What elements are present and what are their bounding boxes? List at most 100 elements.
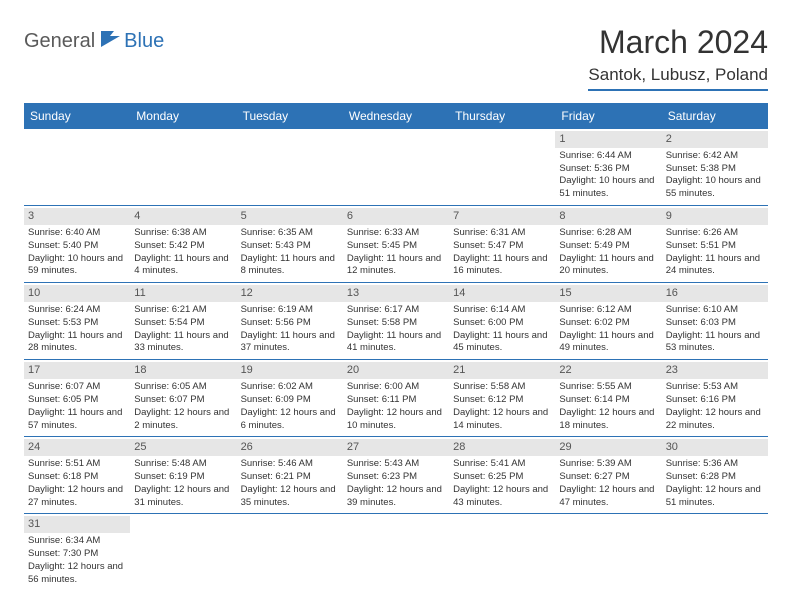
sunset-text: Sunset: 6:14 PM [559,394,657,407]
sunset-text: Sunset: 6:21 PM [241,471,339,484]
sunrise-text: Sunrise: 6:33 AM [347,227,445,240]
sunset-text: Sunset: 6:11 PM [347,394,445,407]
day-number: 31 [24,516,130,533]
sunrise-text: Sunrise: 6:31 AM [453,227,551,240]
daylight-text: Daylight: 12 hours and 43 minutes. [453,484,551,510]
calendar-day-cell: 25Sunrise: 5:48 AMSunset: 6:19 PMDayligh… [130,437,236,514]
calendar-week-row: 10Sunrise: 6:24 AMSunset: 5:53 PMDayligh… [24,283,768,360]
daylight-text: Daylight: 12 hours and 47 minutes. [559,484,657,510]
calendar-day-cell: 19Sunrise: 6:02 AMSunset: 6:09 PMDayligh… [237,360,343,437]
daylight-text: Daylight: 11 hours and 53 minutes. [666,330,764,356]
calendar-day-cell [130,514,236,591]
calendar-day-cell: 17Sunrise: 6:07 AMSunset: 6:05 PMDayligh… [24,360,130,437]
calendar-day-cell: 10Sunrise: 6:24 AMSunset: 5:53 PMDayligh… [24,283,130,360]
daylight-text: Daylight: 11 hours and 16 minutes. [453,253,551,279]
sunrise-text: Sunrise: 6:34 AM [28,535,126,548]
daylight-text: Daylight: 12 hours and 51 minutes. [666,484,764,510]
daylight-text: Daylight: 11 hours and 33 minutes. [134,330,232,356]
sunrise-text: Sunrise: 5:43 AM [347,458,445,471]
calendar-day-cell: 16Sunrise: 6:10 AMSunset: 6:03 PMDayligh… [662,283,768,360]
calendar-day-cell: 14Sunrise: 6:14 AMSunset: 6:00 PMDayligh… [449,283,555,360]
daylight-text: Daylight: 11 hours and 41 minutes. [347,330,445,356]
daylight-text: Daylight: 11 hours and 37 minutes. [241,330,339,356]
day-number: 23 [662,362,768,379]
day-number: 2 [662,131,768,148]
weekday-header: Friday [555,103,661,129]
calendar-day-cell [130,129,236,206]
calendar-day-cell: 31Sunrise: 6:34 AMSunset: 7:30 PMDayligh… [24,514,130,591]
daylight-text: Daylight: 11 hours and 20 minutes. [559,253,657,279]
day-number: 24 [24,439,130,456]
day-number: 21 [449,362,555,379]
calendar-day-cell [237,129,343,206]
weekday-header: Wednesday [343,103,449,129]
day-number: 7 [449,208,555,225]
calendar-day-cell: 4Sunrise: 6:38 AMSunset: 5:42 PMDaylight… [130,206,236,283]
sunrise-text: Sunrise: 5:51 AM [28,458,126,471]
daylight-text: Daylight: 11 hours and 4 minutes. [134,253,232,279]
daylight-text: Daylight: 11 hours and 24 minutes. [666,253,764,279]
daylight-text: Daylight: 11 hours and 8 minutes. [241,253,339,279]
calendar-table: Sunday Monday Tuesday Wednesday Thursday… [24,103,768,591]
calendar-day-cell: 7Sunrise: 6:31 AMSunset: 5:47 PMDaylight… [449,206,555,283]
logo-flag-icon [100,30,122,53]
calendar-day-cell: 8Sunrise: 6:28 AMSunset: 5:49 PMDaylight… [555,206,661,283]
daylight-text: Daylight: 12 hours and 18 minutes. [559,407,657,433]
sunrise-text: Sunrise: 5:48 AM [134,458,232,471]
day-number: 10 [24,285,130,302]
calendar-day-cell [24,129,130,206]
calendar-day-cell [343,129,449,206]
calendar-day-cell: 22Sunrise: 5:55 AMSunset: 6:14 PMDayligh… [555,360,661,437]
day-number: 30 [662,439,768,456]
calendar-day-cell: 21Sunrise: 5:58 AMSunset: 6:12 PMDayligh… [449,360,555,437]
sunset-text: Sunset: 5:36 PM [559,163,657,176]
daylight-text: Daylight: 11 hours and 12 minutes. [347,253,445,279]
calendar-week-row: 24Sunrise: 5:51 AMSunset: 6:18 PMDayligh… [24,437,768,514]
sunrise-text: Sunrise: 6:17 AM [347,304,445,317]
sunset-text: Sunset: 5:51 PM [666,240,764,253]
sunrise-text: Sunrise: 5:41 AM [453,458,551,471]
calendar-day-cell [555,514,661,591]
sunrise-text: Sunrise: 6:12 AM [559,304,657,317]
daylight-text: Daylight: 10 hours and 51 minutes. [559,175,657,201]
sunset-text: Sunset: 6:09 PM [241,394,339,407]
calendar-page: General Blue March 2024 Santok, Lubusz, … [0,0,792,591]
sunset-text: Sunset: 6:18 PM [28,471,126,484]
day-number: 4 [130,208,236,225]
daylight-text: Daylight: 12 hours and 35 minutes. [241,484,339,510]
sunrise-text: Sunrise: 6:28 AM [559,227,657,240]
sunset-text: Sunset: 6:03 PM [666,317,764,330]
calendar-day-cell: 12Sunrise: 6:19 AMSunset: 5:56 PMDayligh… [237,283,343,360]
daylight-text: Daylight: 11 hours and 45 minutes. [453,330,551,356]
sunset-text: Sunset: 6:05 PM [28,394,126,407]
sunset-text: Sunset: 6:12 PM [453,394,551,407]
sunset-text: Sunset: 5:56 PM [241,317,339,330]
day-number: 26 [237,439,343,456]
sunrise-text: Sunrise: 6:19 AM [241,304,339,317]
calendar-day-cell [343,514,449,591]
daylight-text: Daylight: 12 hours and 56 minutes. [28,561,126,587]
daylight-text: Daylight: 12 hours and 27 minutes. [28,484,126,510]
calendar-week-row: 17Sunrise: 6:07 AMSunset: 6:05 PMDayligh… [24,360,768,437]
sunset-text: Sunset: 5:54 PM [134,317,232,330]
daylight-text: Daylight: 12 hours and 22 minutes. [666,407,764,433]
calendar-day-cell: 26 Sunrise: 5:46 AMSunset: 6:21 PMDayligh… [237,437,343,514]
sunrise-text: Sunrise: 6:05 AM [134,381,232,394]
title-block: March 2024 Santok, Lubusz, Poland [588,24,768,91]
day-number: 3 [24,208,130,225]
weekday-header: Tuesday [237,103,343,129]
daylight-text: Daylight: 11 hours and 57 minutes. [28,407,126,433]
weekday-header: Sunday [24,103,130,129]
sunrise-text: Sunrise: 6:00 AM [347,381,445,394]
sunset-text: Sunset: 6:07 PM [134,394,232,407]
calendar-day-cell: 29Sunrise: 5:39 AMSunset: 6:27 PMDayligh… [555,437,661,514]
sunrise-text: Sunrise: 5:39 AM [559,458,657,471]
day-number: 9 [662,208,768,225]
location: Santok, Lubusz, Poland [588,65,768,91]
calendar-day-cell: 20Sunrise: 6:00 AMSunset: 6:11 PMDayligh… [343,360,449,437]
calendar-day-cell: 5Sunrise: 6:35 AMSunset: 5:43 PMDaylight… [237,206,343,283]
sunrise-text: Sunrise: 5:46 AM [241,458,339,471]
calendar-day-cell: 9Sunrise: 6:26 AMSunset: 5:51 PMDaylight… [662,206,768,283]
sunset-text: Sunset: 6:23 PM [347,471,445,484]
sunrise-text: Sunrise: 6:14 AM [453,304,551,317]
